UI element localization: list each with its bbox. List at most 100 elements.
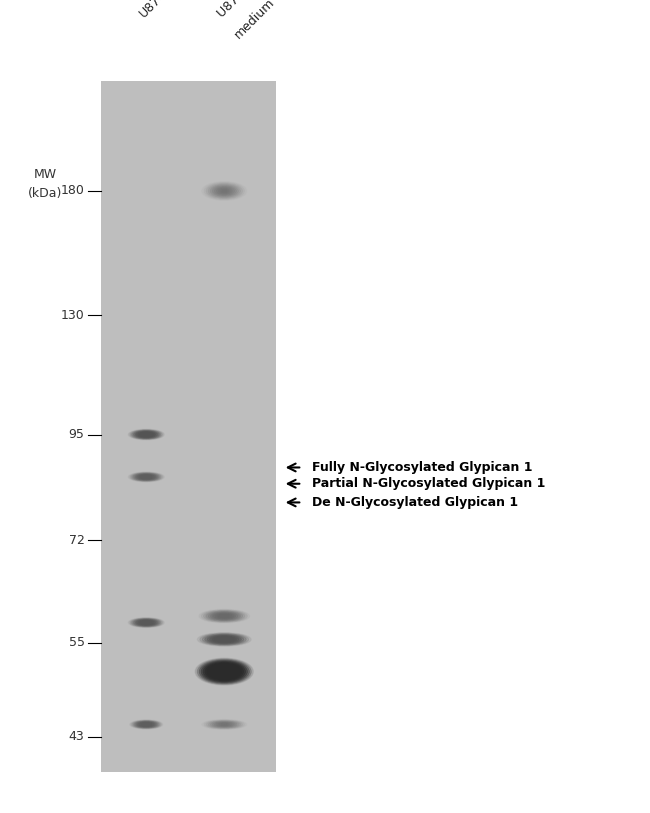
Ellipse shape bbox=[208, 185, 240, 198]
Ellipse shape bbox=[136, 722, 157, 728]
Ellipse shape bbox=[208, 612, 240, 620]
Ellipse shape bbox=[212, 186, 237, 196]
Text: 95: 95 bbox=[69, 428, 84, 441]
Ellipse shape bbox=[140, 433, 153, 437]
Ellipse shape bbox=[144, 434, 148, 435]
Ellipse shape bbox=[140, 723, 152, 726]
Ellipse shape bbox=[212, 722, 237, 727]
Ellipse shape bbox=[136, 432, 156, 437]
Ellipse shape bbox=[222, 639, 227, 640]
Text: Fully N-Glycosylated Glypican 1: Fully N-Glycosylated Glypican 1 bbox=[312, 461, 532, 474]
Ellipse shape bbox=[200, 633, 248, 646]
Ellipse shape bbox=[138, 433, 155, 437]
Ellipse shape bbox=[203, 662, 246, 681]
Ellipse shape bbox=[138, 475, 155, 479]
Ellipse shape bbox=[216, 668, 232, 675]
Ellipse shape bbox=[220, 189, 228, 193]
Ellipse shape bbox=[135, 474, 157, 480]
Ellipse shape bbox=[145, 724, 148, 725]
Ellipse shape bbox=[135, 431, 157, 438]
Ellipse shape bbox=[208, 721, 240, 728]
Ellipse shape bbox=[129, 618, 164, 628]
Ellipse shape bbox=[202, 610, 247, 622]
Ellipse shape bbox=[198, 633, 251, 646]
Text: Partial N-Glycosylated Glypican 1: Partial N-Glycosylated Glypican 1 bbox=[312, 477, 545, 490]
Ellipse shape bbox=[216, 723, 232, 726]
Ellipse shape bbox=[137, 722, 155, 727]
Ellipse shape bbox=[218, 189, 230, 193]
Ellipse shape bbox=[222, 724, 226, 725]
Ellipse shape bbox=[131, 430, 161, 439]
Ellipse shape bbox=[131, 720, 161, 728]
Text: 180: 180 bbox=[60, 185, 84, 198]
Ellipse shape bbox=[214, 187, 235, 195]
Ellipse shape bbox=[136, 620, 156, 625]
Ellipse shape bbox=[219, 638, 229, 641]
Ellipse shape bbox=[217, 615, 231, 618]
Ellipse shape bbox=[197, 659, 252, 684]
Ellipse shape bbox=[206, 184, 242, 198]
Ellipse shape bbox=[142, 724, 151, 726]
Ellipse shape bbox=[130, 472, 162, 481]
Ellipse shape bbox=[143, 476, 150, 478]
Ellipse shape bbox=[204, 182, 244, 199]
Ellipse shape bbox=[201, 661, 248, 682]
Ellipse shape bbox=[131, 619, 161, 627]
Text: 72: 72 bbox=[69, 533, 84, 546]
Ellipse shape bbox=[210, 185, 239, 197]
Ellipse shape bbox=[207, 663, 242, 680]
Ellipse shape bbox=[217, 637, 231, 641]
Ellipse shape bbox=[222, 615, 227, 617]
Ellipse shape bbox=[199, 660, 250, 683]
Ellipse shape bbox=[143, 433, 150, 436]
Ellipse shape bbox=[218, 669, 230, 674]
Ellipse shape bbox=[133, 473, 159, 480]
Ellipse shape bbox=[143, 622, 150, 624]
Ellipse shape bbox=[204, 720, 244, 729]
Text: medium: medium bbox=[231, 0, 277, 41]
Ellipse shape bbox=[138, 620, 155, 625]
Ellipse shape bbox=[211, 612, 238, 620]
Ellipse shape bbox=[218, 723, 230, 726]
Ellipse shape bbox=[214, 637, 234, 641]
Ellipse shape bbox=[222, 671, 226, 672]
Ellipse shape bbox=[133, 721, 160, 728]
Ellipse shape bbox=[142, 476, 151, 478]
Ellipse shape bbox=[216, 188, 232, 194]
Ellipse shape bbox=[130, 720, 162, 729]
Ellipse shape bbox=[206, 720, 242, 728]
Ellipse shape bbox=[220, 615, 229, 617]
Ellipse shape bbox=[220, 670, 228, 673]
Text: U87-MG conditioned conditioned: U87-MG conditioned conditioned bbox=[215, 0, 369, 20]
Ellipse shape bbox=[222, 190, 226, 192]
Ellipse shape bbox=[130, 618, 162, 627]
Ellipse shape bbox=[213, 667, 236, 677]
Ellipse shape bbox=[214, 722, 235, 727]
Text: De N-Glycosylated Glypican 1: De N-Glycosylated Glypican 1 bbox=[312, 496, 518, 509]
Ellipse shape bbox=[195, 659, 254, 685]
Ellipse shape bbox=[142, 621, 151, 624]
Ellipse shape bbox=[129, 472, 164, 482]
Ellipse shape bbox=[136, 474, 156, 480]
Ellipse shape bbox=[214, 667, 234, 676]
Text: 43: 43 bbox=[69, 730, 84, 743]
Ellipse shape bbox=[215, 614, 233, 619]
Text: MW: MW bbox=[34, 168, 57, 181]
Ellipse shape bbox=[131, 473, 161, 481]
Ellipse shape bbox=[130, 430, 162, 439]
Ellipse shape bbox=[133, 431, 159, 438]
Text: (kDa): (kDa) bbox=[29, 187, 62, 200]
Ellipse shape bbox=[205, 634, 244, 644]
Ellipse shape bbox=[206, 611, 242, 621]
Ellipse shape bbox=[139, 723, 153, 727]
Ellipse shape bbox=[212, 637, 237, 642]
Ellipse shape bbox=[213, 613, 236, 620]
Ellipse shape bbox=[202, 634, 246, 645]
Ellipse shape bbox=[203, 611, 245, 622]
Ellipse shape bbox=[209, 636, 239, 643]
Ellipse shape bbox=[209, 664, 240, 679]
Ellipse shape bbox=[211, 665, 238, 678]
Ellipse shape bbox=[210, 721, 239, 728]
Ellipse shape bbox=[207, 635, 241, 644]
Text: U87-MG: U87-MG bbox=[137, 0, 182, 20]
